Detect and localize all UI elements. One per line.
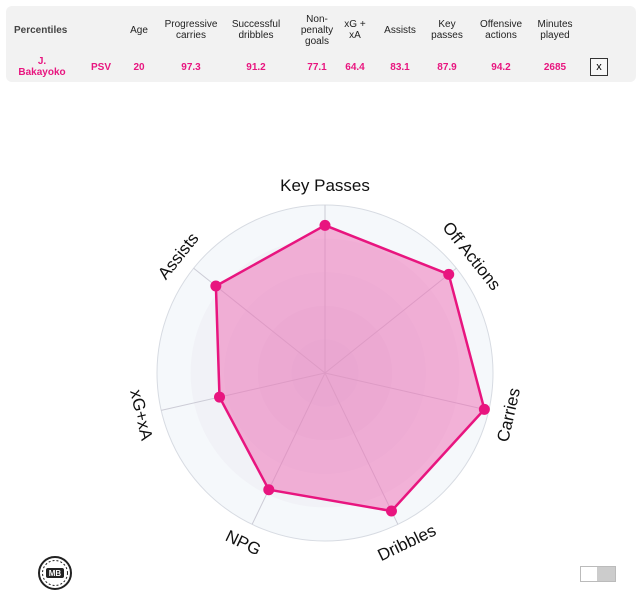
col-non-penalty-goals: Non-penalty goals bbox=[300, 14, 334, 47]
percentiles-heading: Percentiles bbox=[14, 25, 68, 36]
label-npg: NPG bbox=[222, 526, 263, 559]
col-assists: Assists bbox=[384, 25, 416, 36]
value-assists: 83.1 bbox=[390, 62, 410, 73]
label-carries: Carries bbox=[493, 386, 524, 444]
series-polygon bbox=[214, 224, 486, 513]
point-key-passes[interactable] bbox=[319, 219, 331, 231]
point-dribbles[interactable] bbox=[385, 505, 397, 517]
value-xg-xa: 64.4 bbox=[345, 62, 365, 73]
col-xg-xa: xG + xA bbox=[344, 19, 366, 41]
player-name: J. Bakayoko bbox=[18, 56, 66, 78]
logo-icon: MB bbox=[38, 556, 72, 590]
col-minutes-played: Minutes played bbox=[537, 19, 573, 41]
value-minutes-played: 2685 bbox=[543, 62, 567, 73]
value-age: 20 bbox=[133, 62, 145, 73]
mb-logo: MB bbox=[37, 555, 73, 596]
col-age: Age bbox=[130, 25, 148, 36]
col-offensive-actions: Offensive actions bbox=[479, 19, 523, 41]
value-key-passes: 87.9 bbox=[437, 62, 457, 73]
team-name: PSV bbox=[90, 62, 111, 73]
value-successful-dribbles: 91.2 bbox=[246, 62, 266, 73]
point-carries[interactable] bbox=[478, 403, 490, 415]
value-non-penalty-goals: 77.1 bbox=[307, 62, 327, 73]
col-key-passes: Key passes bbox=[431, 19, 463, 41]
logo-text: MB bbox=[49, 569, 62, 578]
label-key-passes: Key Passes bbox=[280, 176, 370, 195]
col-successful-dribbles: Successful dribbles bbox=[231, 19, 281, 41]
point-off-actions[interactable] bbox=[443, 268, 455, 280]
radar-series bbox=[214, 224, 486, 513]
label-xg-xa: xG+xA bbox=[126, 388, 156, 443]
close-button[interactable]: x bbox=[590, 58, 608, 76]
col-progressive-carries: Progressive carries bbox=[164, 19, 218, 41]
value-progressive-carries: 97.3 bbox=[181, 62, 201, 73]
point-npg[interactable] bbox=[263, 484, 275, 496]
percentiles-table: Percentiles Age Progressive carries Succ… bbox=[6, 6, 636, 82]
radar-points bbox=[210, 219, 490, 517]
value-offensive-actions: 94.2 bbox=[491, 62, 511, 73]
view-toggle[interactable] bbox=[580, 566, 616, 582]
toggle-knob[interactable] bbox=[581, 567, 597, 581]
point-xg-xa[interactable] bbox=[214, 391, 226, 403]
point-assists[interactable] bbox=[210, 280, 222, 292]
